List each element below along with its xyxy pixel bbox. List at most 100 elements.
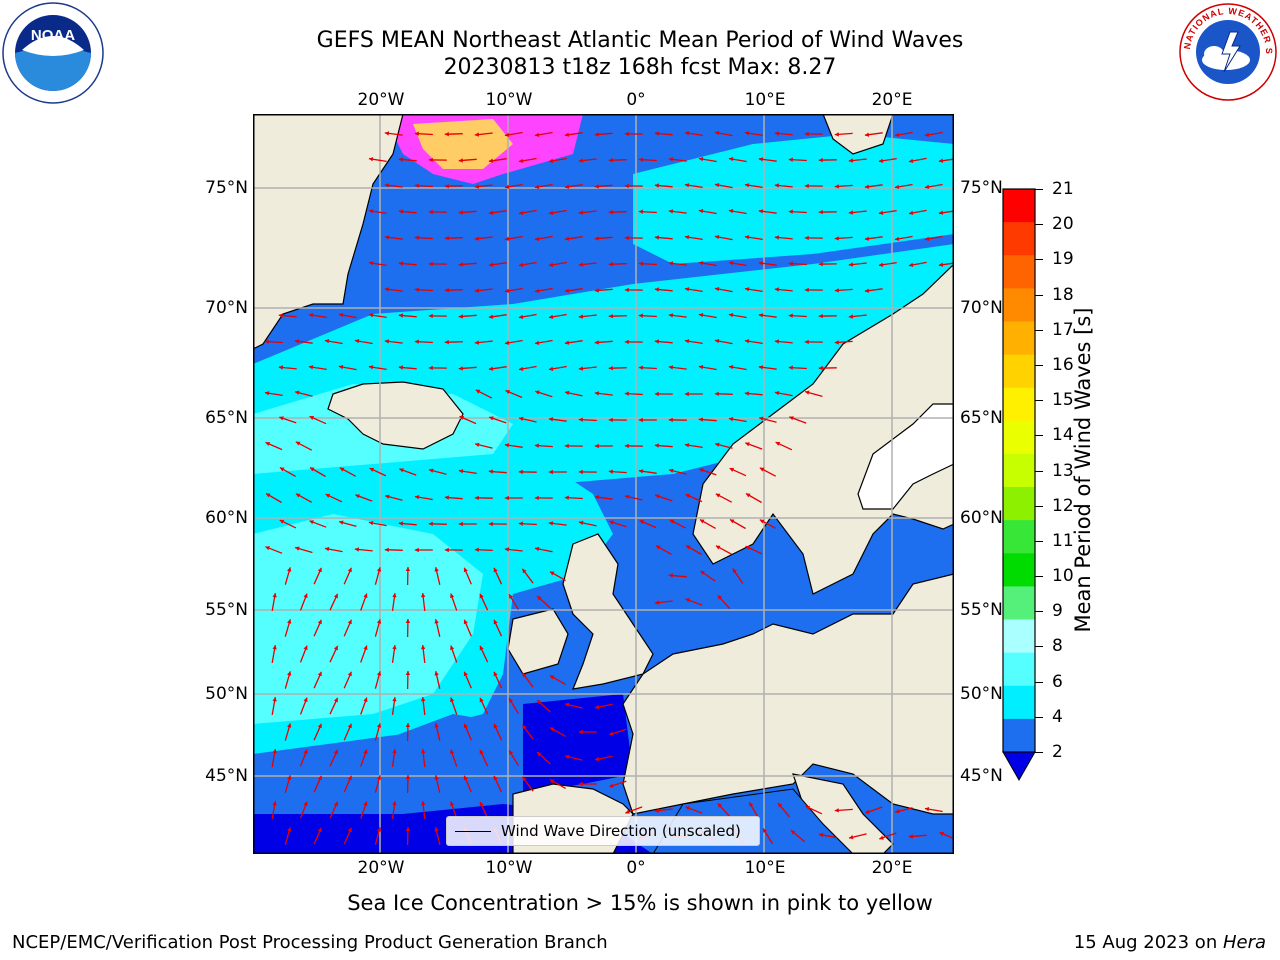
wave-direction-arrowhead	[295, 546, 300, 551]
footer-date: 15 Aug 2023 on	[1073, 932, 1223, 953]
wave-direction-arrowhead	[864, 132, 870, 137]
wave-direction-arrowhead	[624, 183, 629, 189]
wave-direction-arrowhead	[730, 519, 735, 524]
wave-direction-arrowhead	[804, 287, 809, 293]
wave-direction-arrowhead	[434, 827, 439, 832]
wave-direction-arrowhead	[698, 157, 704, 162]
wave-direction-arrowhead	[595, 704, 600, 710]
legend-line-swatch	[455, 830, 491, 832]
colorbar-segment	[1003, 222, 1035, 256]
map-frame	[253, 114, 954, 854]
wave-direction-arrowhead	[638, 313, 643, 318]
wave-direction-arrowhead	[309, 416, 315, 420]
wave-direction-arrowhead	[317, 671, 322, 677]
lat-tick-right: 45°N	[960, 766, 1003, 786]
wave-direction-arrowhead	[686, 545, 691, 550]
wave-direction-arrowhead	[421, 645, 426, 650]
wave-direction-arrowhead	[272, 593, 277, 598]
wave-direction-arrowhead	[474, 288, 479, 293]
wave-direction-arrowhead	[509, 750, 514, 755]
wave-direction-arrowhead	[848, 210, 853, 215]
wave-direction-arrowhead	[763, 828, 767, 833]
wave-direction-arrowhead	[774, 287, 779, 292]
wave-direction-arrowhead	[548, 262, 554, 267]
wave-direction-arrowhead	[264, 391, 270, 396]
wave-direction-arrowhead	[745, 442, 750, 447]
wave-direction-arrowhead	[376, 567, 382, 572]
lon-tick-bottom: 20°W	[357, 858, 405, 878]
lon-tick-bottom: 20°E	[871, 858, 913, 878]
wave-direction-arrowhead	[369, 467, 375, 472]
wave-direction-arrowhead	[398, 365, 403, 370]
colorbar-tick-label: 13	[1052, 460, 1074, 481]
wave-direction-arrowhead	[744, 183, 750, 188]
wave-direction-arrowhead	[434, 775, 439, 780]
wave-direction-arrowhead	[428, 521, 433, 526]
wave-direction-arrowhead	[325, 493, 331, 498]
wave-direction-arrowhead	[565, 754, 570, 759]
wave-direction-arrowhead	[624, 391, 629, 396]
wave-direction-arrowhead	[537, 700, 542, 705]
wave-direction-arrowhead	[744, 391, 749, 396]
wave-direction-arrowhead	[789, 416, 794, 421]
wave-direction-arrowhead	[338, 365, 344, 370]
wave-direction-arrowhead	[818, 365, 823, 371]
wave-direction-arrowhead	[714, 287, 720, 292]
wave-direction-arrowhead	[609, 783, 614, 788]
wave-direction-arrowhead	[564, 340, 570, 345]
wave-direction-arrowhead	[405, 567, 411, 571]
wave-direction-arrowhead	[488, 366, 494, 371]
colorbar	[1002, 188, 1036, 782]
wave-direction-arrowhead	[548, 210, 554, 215]
wave-direction-arrowhead	[848, 262, 853, 267]
wave-direction-arrowhead	[399, 468, 404, 473]
wave-direction-arrowhead	[354, 547, 359, 552]
wave-direction-arrowhead	[564, 288, 570, 293]
wave-direction-arrowhead	[834, 132, 839, 137]
wave-direction-arrowhead	[625, 494, 630, 499]
wave-direction-arrowhead	[684, 391, 689, 397]
wave-direction-arrowhead	[684, 183, 690, 188]
wave-direction-arrowhead	[475, 442, 480, 447]
wave-direction-arrowhead	[878, 262, 884, 267]
wave-direction-arrowhead	[774, 391, 780, 396]
wave-direction-arrowhead	[548, 469, 553, 475]
wave-direction-arrowhead	[347, 671, 352, 677]
wave-direction-arrowhead	[684, 235, 690, 240]
wave-direction-arrowhead	[504, 495, 509, 501]
wave-direction-arrowhead	[421, 593, 426, 598]
wave-direction-arrowhead	[684, 131, 690, 136]
wave-direction-arrowhead	[509, 594, 514, 599]
wave-direction-arrowhead	[698, 209, 704, 214]
wave-direction-arrowhead	[714, 131, 720, 136]
wave-direction-arrowhead	[717, 595, 723, 600]
wave-direction-arrowhead	[668, 209, 674, 214]
wave-direction-arrowhead	[732, 568, 737, 574]
wave-direction-arrowhead	[594, 288, 599, 293]
wave-direction-arrowhead	[684, 443, 690, 448]
wave-direction-arrowhead	[518, 210, 524, 215]
wave-direction-arrowhead	[775, 441, 781, 446]
wave-direction-arrowhead	[564, 132, 570, 137]
map-panel	[253, 114, 954, 854]
wave-direction-arrowhead	[685, 598, 690, 603]
wave-direction-arrowhead	[518, 262, 524, 267]
wave-direction-arrowhead	[450, 645, 455, 650]
wave-direction-arrowhead	[698, 261, 704, 266]
wave-direction-arrowhead	[549, 571, 555, 576]
wave-direction-arrowhead	[518, 521, 523, 526]
wave-direction-arrowhead	[699, 468, 704, 473]
wave-direction-arrowhead	[864, 288, 870, 293]
wave-direction-arrowhead	[368, 521, 374, 526]
wave-direction-arrowhead	[805, 390, 810, 395]
wave-direction-arrowhead	[278, 365, 283, 370]
wave-direction-arrowhead	[434, 619, 439, 624]
wave-direction-arrowhead	[564, 184, 570, 189]
wave-direction-arrowhead	[834, 236, 839, 241]
wave-direction-arrowhead	[287, 671, 292, 676]
wave-direction-arrowhead	[444, 288, 449, 293]
wave-direction-arrowhead	[608, 210, 613, 215]
wave-direction-arrowhead	[489, 416, 494, 421]
wave-direction-arrowhead	[363, 801, 368, 807]
wave-direction-arrowhead	[333, 645, 338, 651]
